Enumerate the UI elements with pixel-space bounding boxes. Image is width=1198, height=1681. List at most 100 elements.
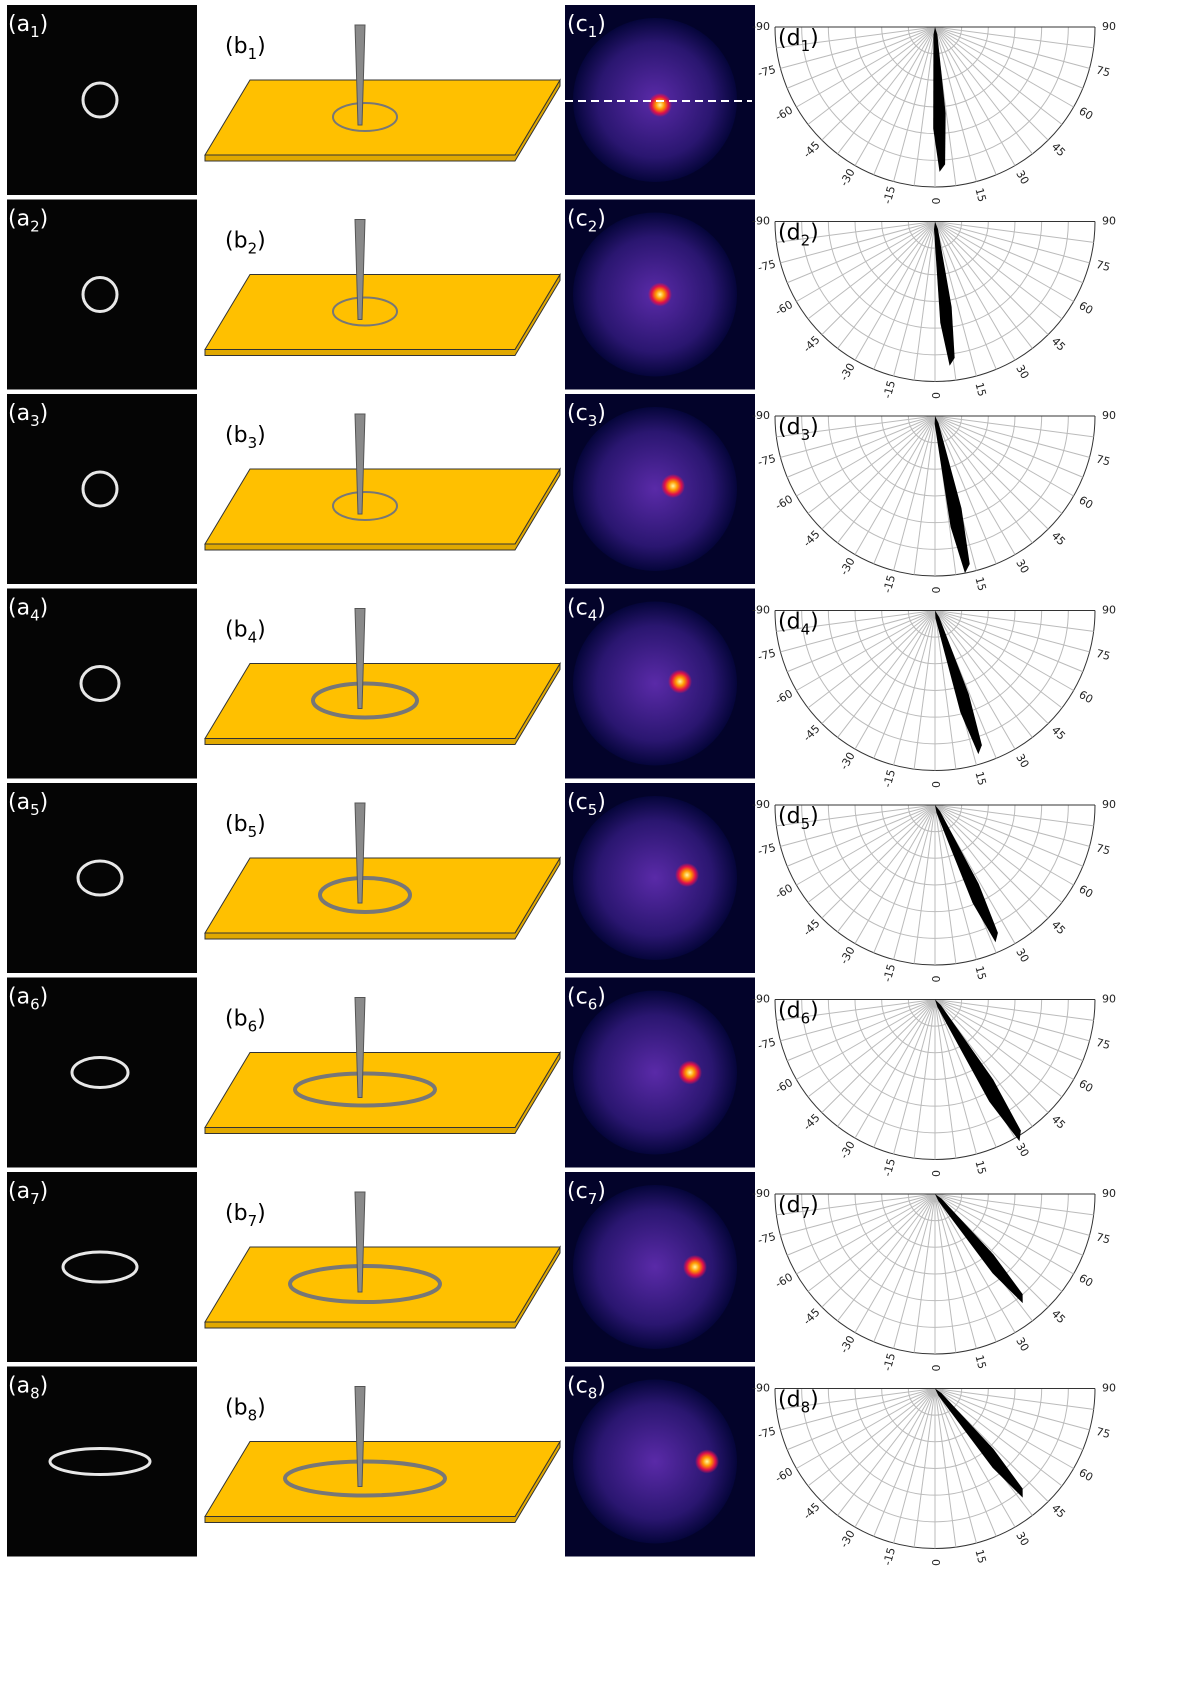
label-sub: 8 xyxy=(30,1385,40,1403)
ring-image xyxy=(48,1447,152,1476)
polar-tick-label: 75 xyxy=(1095,1425,1112,1441)
polar-spoke xyxy=(807,999,936,1098)
tip xyxy=(354,997,366,1098)
polar-spoke xyxy=(837,610,936,738)
label-close: ) xyxy=(257,618,266,643)
label-close: ) xyxy=(40,1374,49,1399)
emission-lobe xyxy=(935,1194,1023,1304)
polar-tick-label: 0 xyxy=(929,1559,942,1566)
polar-spoke xyxy=(934,26,1033,155)
polar-spoke xyxy=(786,1193,936,1256)
polar-spoke xyxy=(934,221,1016,361)
emission-lobe xyxy=(935,999,1021,1142)
polar-spoke xyxy=(934,415,1084,478)
polar-spoke xyxy=(934,999,1074,1080)
polar-spoke xyxy=(837,1193,936,1322)
polar-spoke xyxy=(873,415,936,565)
polar-tick-label: 60 xyxy=(1077,1466,1096,1484)
polar-tick-label: -60 xyxy=(773,881,795,901)
polar-tick-label: 90 xyxy=(1102,215,1116,228)
camera-image xyxy=(7,588,197,779)
emission-lobe xyxy=(935,610,982,755)
polar-tick-label: -45 xyxy=(801,1111,823,1133)
polar-tick-label: 45 xyxy=(1049,1307,1068,1326)
polar-spoke xyxy=(873,804,936,954)
panel-label: (a2) xyxy=(8,207,48,236)
label-close: ) xyxy=(257,1396,266,1421)
ring-image xyxy=(76,859,124,897)
label-sub: 3 xyxy=(248,434,258,452)
polar-spoke xyxy=(934,610,1084,673)
label-sub: 7 xyxy=(801,1204,811,1222)
label-open: (a xyxy=(8,401,30,426)
polar-tick-label: 30 xyxy=(1013,752,1031,771)
polar-spoke xyxy=(796,415,936,497)
polar-spoke xyxy=(786,26,936,89)
polar-spoke xyxy=(776,1388,936,1410)
label-sub: 1 xyxy=(588,23,598,41)
polar-tick-label: -90 xyxy=(752,1382,770,1395)
camera-image xyxy=(7,977,197,1168)
polar-spoke xyxy=(934,610,1074,691)
panel-label: (c5) xyxy=(567,790,606,819)
polar-tick-label: -60 xyxy=(773,1270,795,1290)
polar-spoke xyxy=(780,1193,936,1236)
polar-spoke xyxy=(934,804,1084,867)
polar-tick-label: 15 xyxy=(972,381,988,398)
polar-tick-label: 0 xyxy=(929,1170,942,1177)
label-open: (d xyxy=(778,1193,801,1218)
polar-spoke xyxy=(854,26,936,166)
polar-spoke xyxy=(786,1388,936,1451)
label-sub: 2 xyxy=(30,218,40,236)
polar-spoke xyxy=(893,1388,936,1544)
polar-tick-label: -90 xyxy=(752,604,770,617)
label-sub: 2 xyxy=(801,232,811,250)
polar-tick-label: 90 xyxy=(1102,798,1116,811)
polar-spoke xyxy=(821,999,936,1113)
polar-spoke xyxy=(913,1193,936,1353)
label-open: (a xyxy=(8,1374,30,1399)
polar-tick-label: -45 xyxy=(801,139,823,161)
polar-spoke xyxy=(934,1388,1063,1487)
polar-tick-label: -90 xyxy=(752,798,770,811)
polar-spoke xyxy=(913,610,936,770)
polar-tick-label: 75 xyxy=(1095,841,1112,857)
polar-spoke xyxy=(934,1193,997,1343)
polar-tick-label: 15 xyxy=(972,1159,988,1176)
polar-spoke xyxy=(934,221,1049,335)
polar-spoke xyxy=(934,415,1090,458)
label-open: (d xyxy=(778,999,801,1024)
plate xyxy=(204,857,561,934)
label-close: ) xyxy=(597,1179,606,1204)
polar-spoke xyxy=(913,221,936,381)
polar-spoke xyxy=(934,221,997,370)
label-close: ) xyxy=(40,401,49,426)
emission-spot xyxy=(678,1060,702,1085)
polar-spoke xyxy=(873,1388,936,1537)
label-sub: 8 xyxy=(801,1399,811,1417)
polar-spoke xyxy=(837,221,936,349)
label-sub: 4 xyxy=(248,629,258,647)
label-close: ) xyxy=(257,1007,266,1032)
polar-tick-label: 75 xyxy=(1095,647,1112,663)
label-open: (d xyxy=(778,1388,801,1413)
panel-label: (b3) xyxy=(225,423,266,452)
polar-tick-label: -75 xyxy=(756,646,777,663)
label-open: (b xyxy=(225,423,248,448)
label-sub: 1 xyxy=(248,45,258,63)
polar-tick-label: 15 xyxy=(972,575,988,592)
polar-spoke xyxy=(934,1193,1063,1292)
polar-spoke xyxy=(807,1388,936,1487)
polar-spoke xyxy=(934,999,957,1159)
label-open: (b xyxy=(225,34,248,59)
polar-spoke xyxy=(934,1193,977,1349)
polar-tick-label: 75 xyxy=(1095,63,1112,79)
polar-tick-label: 90 xyxy=(1102,20,1116,33)
polar-spoke xyxy=(934,1388,997,1537)
polar-spoke xyxy=(776,221,936,243)
label-open: (a xyxy=(8,596,30,621)
emission-halo xyxy=(573,407,737,571)
polar-spoke xyxy=(913,1388,936,1548)
polar-tick-label: 60 xyxy=(1077,1077,1096,1095)
polar-spoke xyxy=(934,26,1016,166)
